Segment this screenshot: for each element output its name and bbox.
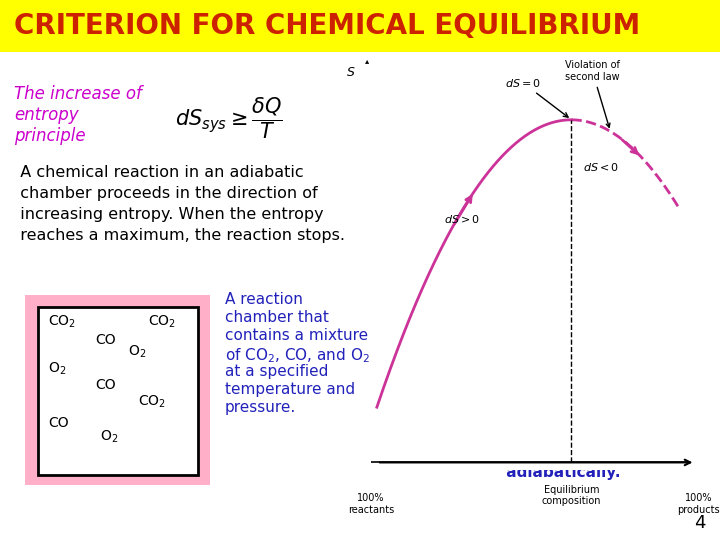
Text: Violation of
second law: Violation of second law [565,60,620,127]
Text: Equilibrium
composition: Equilibrium composition [541,484,601,506]
Text: $dS = 0$: $dS = 0$ [505,77,568,117]
Text: CO$_2$: CO$_2$ [148,314,176,330]
Text: chamber that: chamber that [225,310,329,325]
Text: $\blacktriangle$: $\blacktriangle$ [364,57,370,66]
Text: CO: CO [95,378,116,392]
Text: O$_2$: O$_2$ [128,343,146,360]
Text: temperature and: temperature and [225,382,355,397]
Text: A reaction: A reaction [225,292,303,307]
Bar [0,0,720,52]
Text: O$_2$: O$_2$ [100,429,118,445]
Text: CO: CO [95,333,116,347]
Text: CO$_2$: CO$_2$ [48,314,76,330]
Text: $S$: $S$ [346,65,356,79]
Text: CO$_2$: CO$_2$ [138,394,166,410]
Text: of CO$_2$, CO, and O$_2$: of CO$_2$, CO, and O$_2$ [225,346,370,364]
Text: at a specified: at a specified [225,364,328,379]
Bar [25,295,210,485]
Text: $dS_{sys} \geq \dfrac{\delta Q}{T}$: $dS_{sys} \geq \dfrac{\delta Q}{T}$ [175,95,283,140]
Text: CO: CO [48,416,68,430]
Text: O$_2$: O$_2$ [48,361,66,377]
Text: 100%
reactants: 100% reactants [348,494,394,515]
Text: $dS > 0$: $dS > 0$ [444,213,480,225]
Text: Equilibrium criteria for a chemical
   reaction that takes place
         adiaba: Equilibrium criteria for a chemical reac… [394,430,686,480]
Text: 100%
products: 100% products [677,494,720,515]
Text: pressure.: pressure. [225,400,296,415]
Text: $dS < 0$: $dS < 0$ [583,160,619,173]
Text: contains a mixture: contains a mixture [225,328,368,343]
Text: 4: 4 [695,514,706,532]
Text: CRITERION FOR CHEMICAL EQUILIBRIUM: CRITERION FOR CHEMICAL EQUILIBRIUM [14,12,640,40]
Text: A chemical reaction in an adiabatic
  chamber proceeds in the direction of
  inc: A chemical reaction in an adiabatic cham… [10,165,345,243]
Bar [38,307,198,475]
Text: The increase of
entropy
principle: The increase of entropy principle [14,85,142,145]
